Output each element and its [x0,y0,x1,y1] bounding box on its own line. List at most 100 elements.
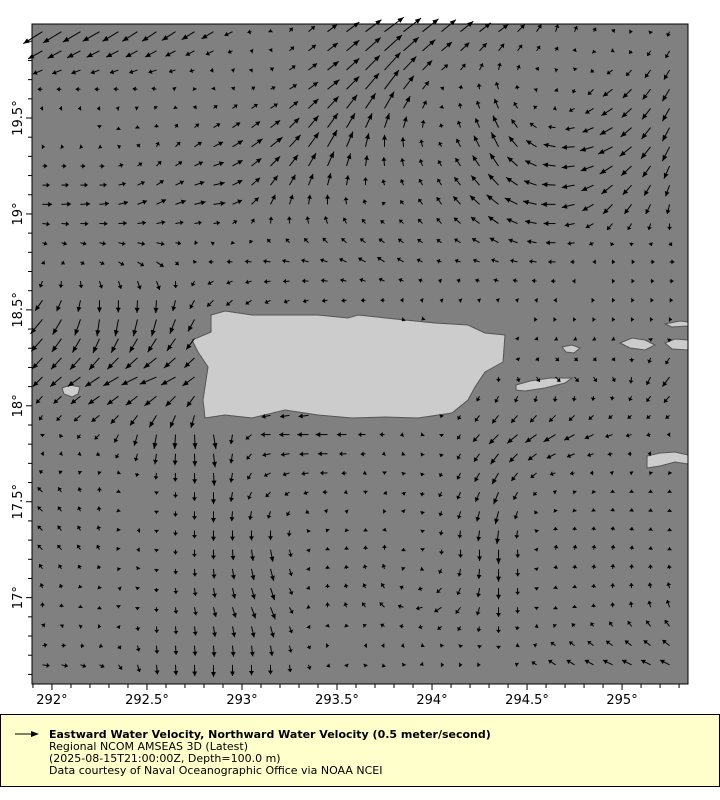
velocity-arrow [343,663,349,668]
velocity-arrow [80,240,87,246]
velocity-arrow [153,588,159,593]
velocity-arrow [552,105,557,111]
velocity-arrow [534,529,540,533]
velocity-arrow [305,585,311,590]
velocity-arrow [78,624,83,630]
velocity-arrow [343,197,349,205]
velocity-arrow [322,237,328,244]
velocity-arrow [629,526,635,531]
velocity-arrow [362,199,368,205]
velocity-arrow [513,396,519,403]
velocity-arrow [607,451,613,457]
velocity-arrow [150,319,157,337]
velocity-arrow [308,81,319,90]
velocity-arrow [289,117,300,128]
velocity-arrow [418,278,423,284]
velocity-arrow [515,607,521,614]
velocity-arrow [548,259,556,265]
velocity-arrow [346,39,360,52]
velocity-arrow [56,415,62,422]
velocity-arrow [541,182,556,188]
velocity-arrow [69,357,81,370]
velocity-arrow [125,357,138,370]
velocity-arrow [135,586,141,591]
velocity-arrow [115,126,121,130]
velocity-arrow [191,549,197,557]
velocity-arrow [286,511,291,517]
velocity-arrow [40,451,44,457]
velocity-arrow [231,626,237,638]
velocity-arrow [174,123,179,128]
velocity-arrow [289,194,294,205]
velocity-arrow [96,525,102,531]
velocity-arrow [611,28,616,34]
velocity-arrow [457,415,462,420]
velocity-arrow [397,604,404,609]
velocity-arrow [361,218,366,224]
velocity-arrow [67,376,81,388]
velocity-arrow [533,88,538,93]
velocity-arrow [541,201,556,207]
velocity-arrow [289,65,296,71]
velocity-arrow [648,508,654,512]
velocity-arrow [174,261,180,266]
velocity-arrow [306,194,312,205]
velocity-arrow [173,664,179,676]
velocity-arrow [590,396,596,401]
velocity-arrow [398,277,404,283]
velocity-arrow [572,544,578,550]
velocity-arrow [439,643,445,648]
velocity-arrow [574,376,579,383]
velocity-arrow [496,626,502,633]
velocity-arrow [27,50,43,60]
velocity-arrow [625,69,632,77]
velocity-arrow [189,300,195,310]
velocity-arrow [647,582,653,589]
legend-time-depth: (2025-08-15T21:00:00Z, Depth=100.0 m) [49,752,281,765]
velocity-arrow [555,357,560,362]
velocity-arrow [39,583,45,589]
x-tick-label: 292° [36,693,67,708]
velocity-arrow [264,279,271,285]
velocity-arrow [344,509,349,515]
velocity-arrow [175,180,185,186]
velocity-arrow [129,415,138,426]
velocity-arrow [113,434,119,443]
velocity-arrow [454,258,461,264]
velocity-arrow [571,89,577,94]
velocity-arrow [591,297,595,303]
velocity-arrow [555,376,561,383]
velocity-arrow [422,39,436,52]
velocity-arrow [533,643,538,648]
velocity-arrow [213,220,220,226]
velocity-arrow [457,530,463,539]
velocity-arrow [610,602,616,608]
velocity-arrow [416,258,423,263]
velocity-arrow [194,123,200,128]
velocity-arrow [647,600,653,608]
velocity-arrow [401,643,405,648]
velocity-arrow [419,661,424,666]
velocity-arrow [37,86,43,92]
velocity-arrow [169,415,176,428]
velocity-arrow [172,492,178,498]
velocity-arrow [96,606,102,610]
velocity-arrow [250,626,256,638]
velocity-arrow [496,568,502,582]
velocity-arrow [75,86,81,92]
velocity-arrow [245,299,252,305]
velocity-arrow [325,602,331,608]
velocity-arrow [474,118,480,128]
velocity-arrow [58,470,63,475]
velocity-arrow [420,529,426,533]
velocity-arrow [247,491,252,500]
velocity-arrow [533,587,539,591]
velocity-arrow [647,223,652,231]
x-tick-label: 293° [226,693,257,708]
velocity-arrow [553,316,557,322]
velocity-arrow [230,568,236,580]
velocity-arrow [381,643,385,649]
velocity-arrow [245,279,252,285]
velocity-arrow [153,453,158,465]
velocity-arrow [143,357,157,369]
